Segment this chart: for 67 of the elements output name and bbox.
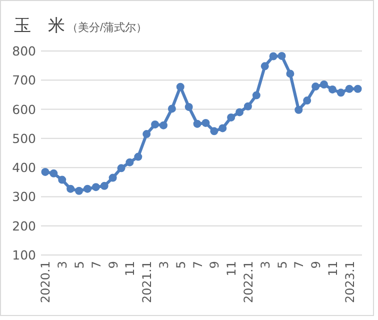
point [320,80,328,89]
point [58,176,66,184]
y-tick-label: 200 [12,218,36,234]
point [134,152,142,161]
point [328,85,336,94]
point [184,102,193,111]
x-tick-label: 11 [224,261,239,276]
point [252,91,260,100]
point [168,104,176,113]
x-tick-label: 7 [292,261,306,269]
x-tick-label: 3 [56,261,70,269]
y-tick-label: 300 [12,189,36,204]
x-tick-label: 3 [156,261,171,269]
point [75,186,84,195]
point [176,82,184,91]
point [50,169,58,178]
y-tick-label: 100 [12,248,36,262]
point [218,124,227,132]
y-tick-label: 700 [12,72,36,88]
x-tick-label: 11 [326,261,340,276]
point [151,120,160,128]
point [269,52,278,60]
point [83,184,92,193]
x-tick-label: 5 [275,261,290,269]
x-tick-label: 2023.1 [342,261,357,303]
point [66,184,75,193]
y-tick-label: 800 [12,44,36,58]
x-tick-label: 11 [123,261,138,276]
point [244,102,252,110]
chart-subtitle: （美分/蒲式尔） [67,21,148,34]
point [126,158,134,166]
point [278,52,286,60]
x-tick-label: 2021.1 [140,261,154,303]
x-tick-label: 9 [106,261,120,269]
x-tick-label: 9 [208,261,222,269]
point [92,183,100,192]
point [336,88,345,97]
x-tick-label: 2022.1 [241,261,256,303]
point [286,70,294,78]
point [202,118,210,127]
point [210,127,218,136]
point [117,164,126,172]
point [236,108,244,116]
point [303,96,312,105]
point [260,62,269,70]
y-tick-label: 400 [12,160,36,176]
point [41,168,50,176]
x-tick-label: 9 [309,261,324,269]
point [193,120,202,128]
chart-title: 玉 米 [14,16,65,36]
x-tick-label: 7 [89,261,104,269]
point [227,113,236,122]
x-tick-label: 7 [190,261,205,269]
point [108,174,117,182]
point [354,84,362,93]
point [312,82,320,91]
y-tick-label: 500 [12,130,36,146]
x-tick-label: 3 [258,261,272,269]
x-tick-label: 5 [174,261,188,269]
x-tick-label: 2020.1 [38,261,53,303]
point [345,84,354,93]
point [294,106,303,114]
point [142,130,151,138]
point [100,182,108,190]
point [159,121,168,130]
y-tick-label: 600 [12,102,36,117]
x-tick-label: 5 [72,261,87,269]
